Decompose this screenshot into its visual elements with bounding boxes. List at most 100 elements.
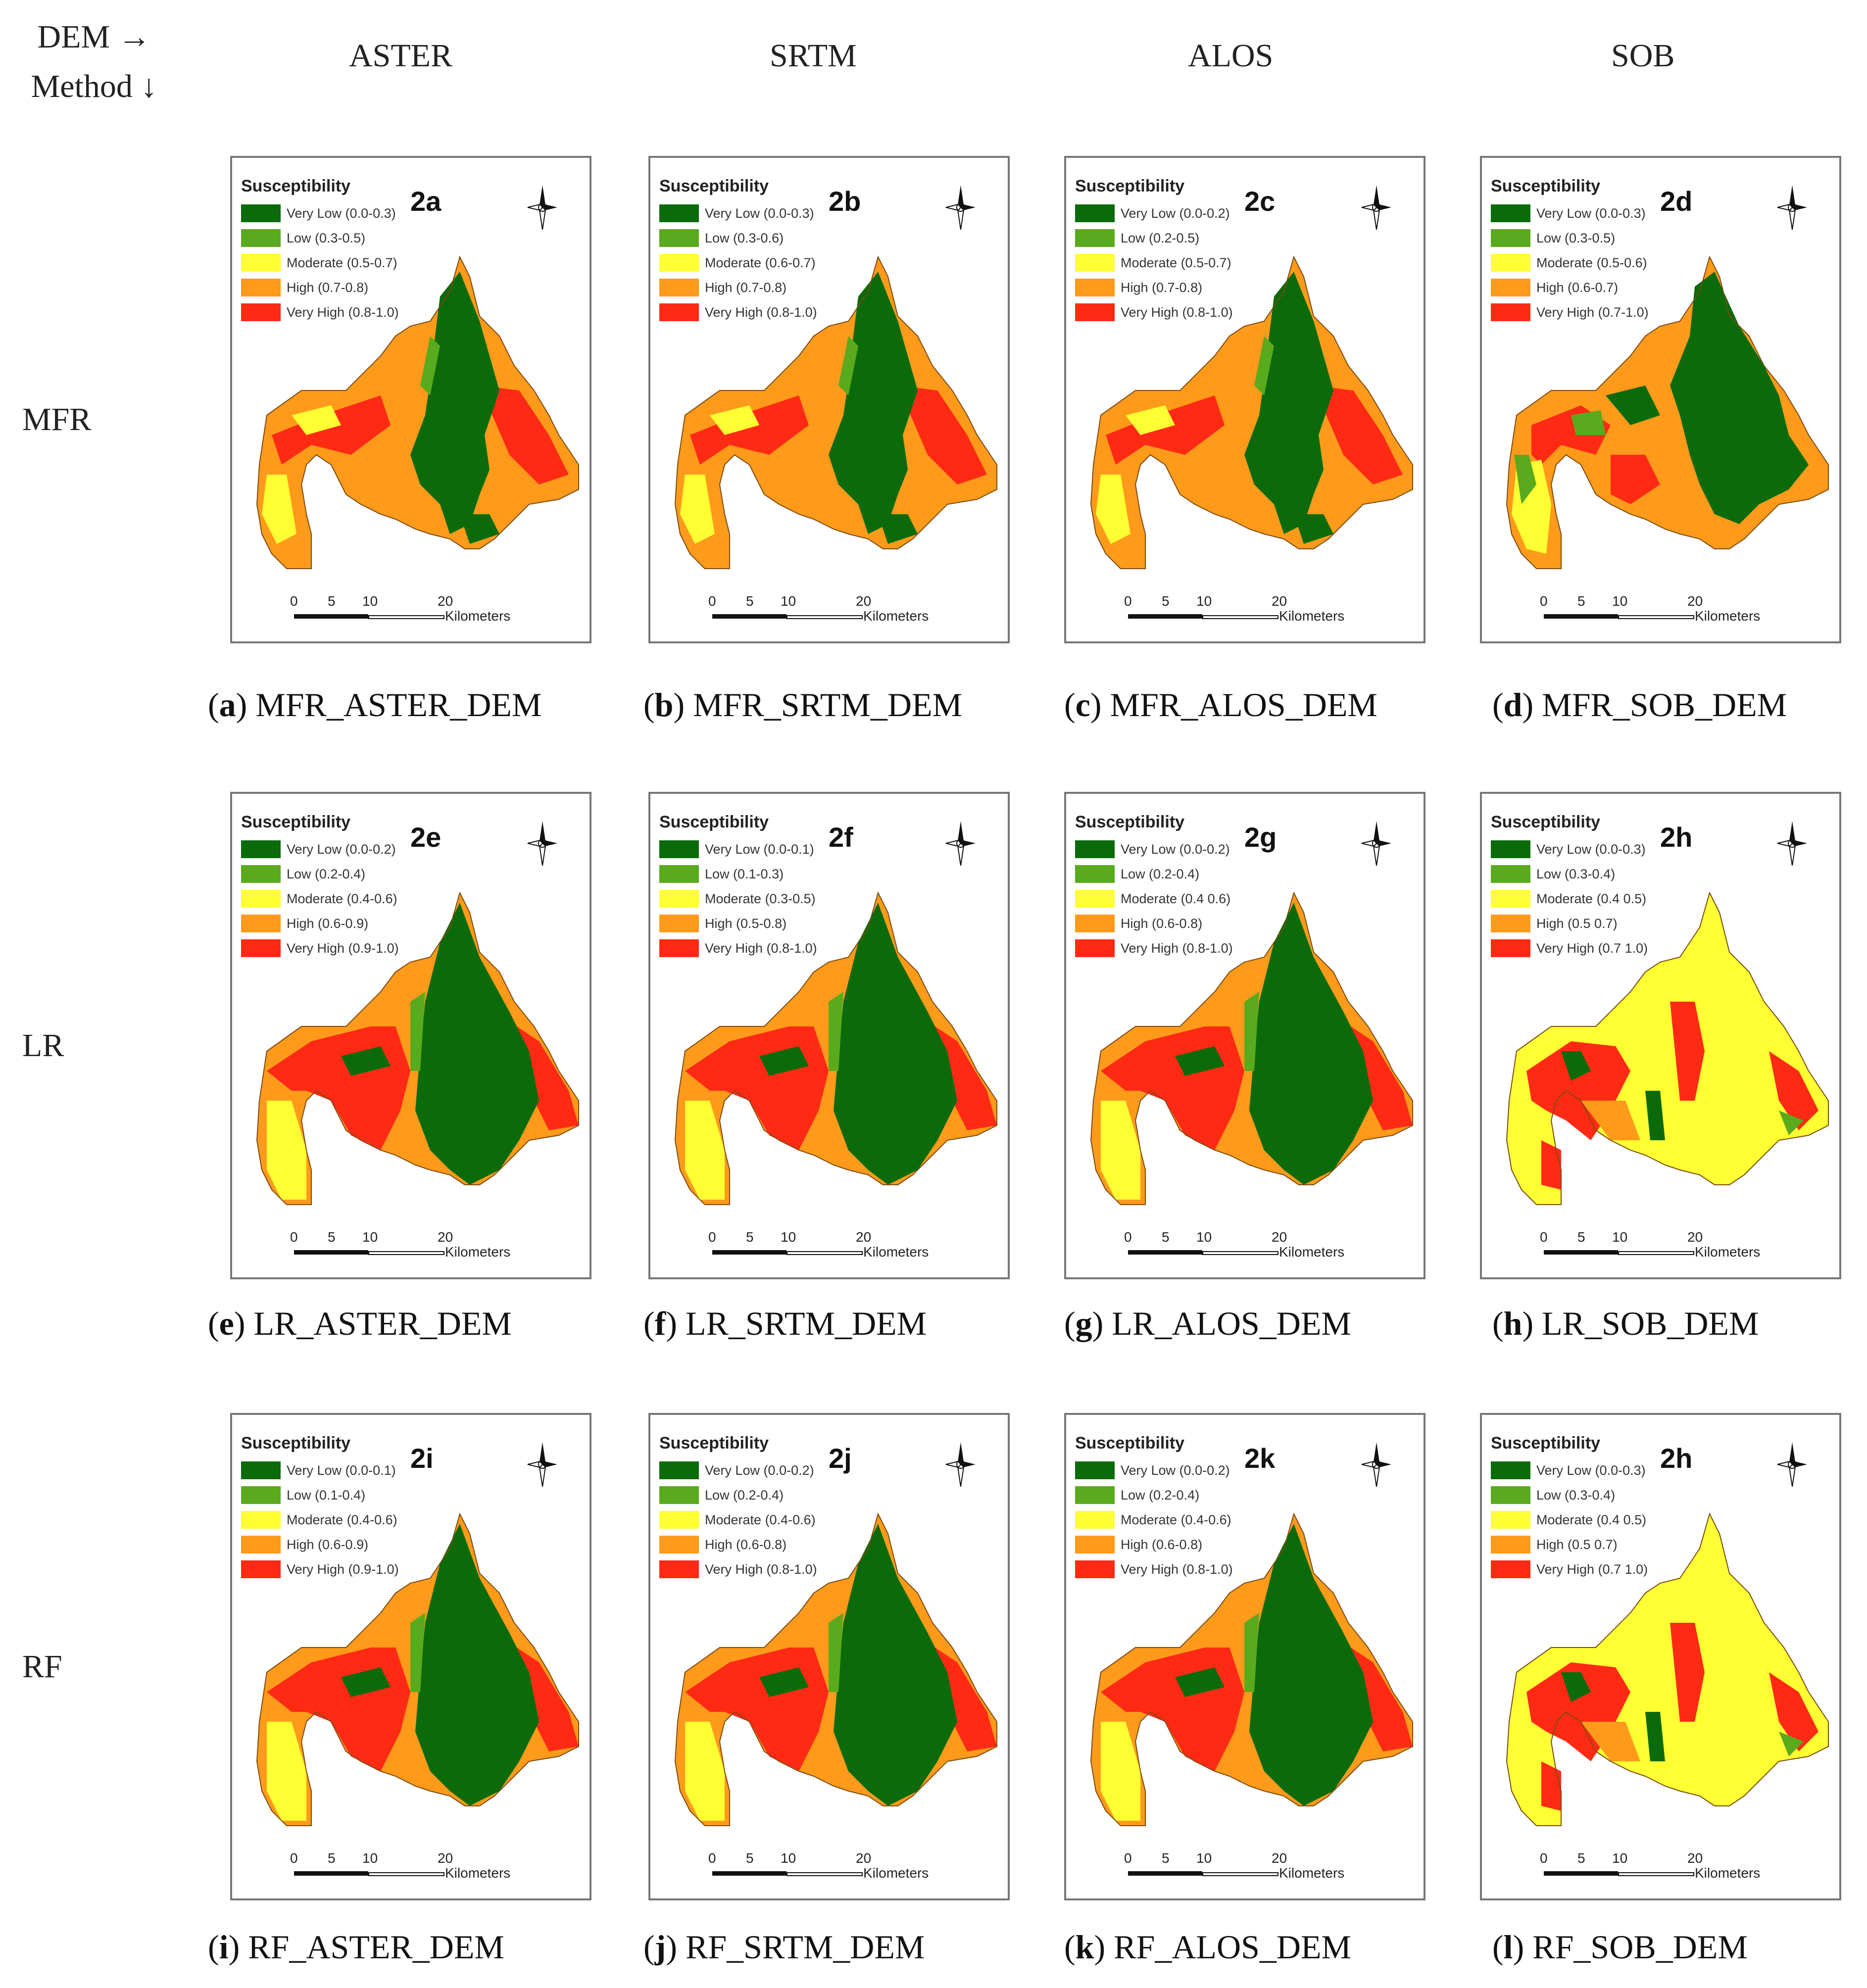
scale-bar-solid xyxy=(1544,1250,1618,1255)
north-arrow-icon xyxy=(1361,821,1391,866)
map-legend: Susceptibility Very Low (0.0-0.3) Low (0.3… xyxy=(1491,1434,1648,1582)
panel-caption-i: (i) RF_ASTER_DEM xyxy=(208,1928,504,1966)
panel-caption-a: (a) MFR_ASTER_DEM xyxy=(208,686,542,724)
caption-text: MFR_ALOS_DEM xyxy=(1110,686,1377,724)
zone-low xyxy=(420,336,440,395)
panel-tag: 2d xyxy=(1660,186,1693,217)
legend-row-very-high: Very High (0.8-1.0) xyxy=(659,936,817,961)
legend-row-very-low: Very Low (0.0-0.3) xyxy=(659,201,817,226)
map-panel-b: Susceptibility Very Low (0.0-0.3) Low (0.3… xyxy=(648,156,1010,643)
legend-row-moderate: Moderate (0.5-0.6) xyxy=(1491,250,1649,275)
zone-very-high xyxy=(898,386,987,485)
legend-row-low: Low (0.3-0.6) xyxy=(659,226,817,250)
scale-unit-label: Kilometers xyxy=(1695,1244,1761,1260)
legend-row-moderate: Moderate (0.4-0.6) xyxy=(241,886,399,911)
legend-label: Low (0.3-0.4) xyxy=(1536,866,1616,881)
zone-low xyxy=(1779,1111,1804,1135)
zone-very-low xyxy=(410,272,499,534)
column-header-srtm: SRTM xyxy=(770,38,857,74)
caption-letter: a xyxy=(219,686,236,724)
legend-label: Very Low (0.0-0.2) xyxy=(705,1462,814,1478)
legend-swatch xyxy=(1491,1560,1530,1578)
scale-tick-label: 20 xyxy=(856,1229,872,1245)
panel-caption-f: (f) LR_SRTM_DEM xyxy=(643,1305,927,1342)
zone-very-low xyxy=(1294,1761,1319,1801)
scale-bar-solid xyxy=(712,1871,786,1876)
north-arrow-icon xyxy=(945,185,976,230)
study-area-boundary xyxy=(1090,1512,1413,1826)
legend-title: Susceptibility xyxy=(1491,1434,1601,1453)
susceptibility-map xyxy=(1506,1512,1829,1826)
scale-bar-open xyxy=(1618,615,1694,619)
method-arrow-label: Method ↓ xyxy=(31,68,157,104)
legend-label: Very Low (0.0-0.3) xyxy=(705,205,814,221)
scale-tick-label: 0 xyxy=(1540,1850,1548,1866)
legend-swatch xyxy=(241,915,281,932)
legend-row-moderate: Moderate (0.4-0.6) xyxy=(1075,1507,1233,1532)
map-panel-j: Susceptibility Very Low (0.0-0.2) Low (0.2… xyxy=(648,1413,1010,1900)
susceptibility-map xyxy=(674,891,997,1205)
study-area-boundary xyxy=(674,255,997,569)
zone-high xyxy=(1581,1101,1640,1140)
legend-label: Very High (0.7 1.0) xyxy=(1536,940,1648,956)
legend-row-very-low: Very Low (0.0-0.2) xyxy=(1075,201,1233,226)
north-arrow-icon xyxy=(527,821,557,866)
legend-swatch xyxy=(1491,840,1530,858)
legend-swatch xyxy=(241,890,281,908)
row-label-rf: RF xyxy=(22,1649,62,1685)
legend-row-moderate: Moderate (0.6-0.7) xyxy=(659,250,817,275)
legend-swatch xyxy=(1491,279,1530,296)
panel-caption-c: (c) MFR_ALOS_DEM xyxy=(1064,686,1377,724)
legend-label: Very Low (0.0-0.3) xyxy=(1536,841,1646,857)
legend-row-low: Low (0.1-0.3) xyxy=(659,862,817,886)
zone-moderate xyxy=(1101,1101,1140,1200)
zone-very-high xyxy=(1611,455,1660,504)
zone-very-low xyxy=(1670,272,1809,524)
panel-caption-b: (b) MFR_SRTM_DEM xyxy=(643,686,962,724)
legend-label: Very High (0.8-1.0) xyxy=(705,940,817,956)
scale-bar-open xyxy=(1202,1251,1278,1255)
scale-unit-label: Kilometers xyxy=(1279,1865,1345,1881)
legend-title: Susceptibility xyxy=(1075,177,1185,195)
map-panel-e: Susceptibility Very Low (0.0-0.2) Low (0.2… xyxy=(230,792,591,1279)
scale-bar-solid xyxy=(1544,1871,1618,1876)
scale-tick-label: 10 xyxy=(1196,1229,1212,1245)
legend-row-low: Low (0.2-0.4) xyxy=(1075,1483,1233,1507)
scale-unit-label: Kilometers xyxy=(445,608,511,624)
caption-letter: e xyxy=(219,1305,234,1342)
scale-bar: 0 5 10 20 Kilometers xyxy=(708,1229,950,1274)
scale-tick-label: 0 xyxy=(290,1850,298,1866)
legend-label: High (0.6-0.8) xyxy=(1121,1537,1203,1552)
panel-tag: 2f xyxy=(829,822,853,853)
caption-letter: c xyxy=(1075,686,1090,724)
map-legend: Susceptibility Very Low (0.0-0.2) Low (0.2… xyxy=(1075,177,1233,325)
zone-very-low xyxy=(1175,1667,1225,1697)
legend-row-high: High (0.6-0.9) xyxy=(241,911,399,936)
scale-bar: 0 5 10 20 Kilometers xyxy=(1124,593,1366,638)
north-arrow-icon xyxy=(527,185,557,230)
scale-tick-label: 10 xyxy=(1612,593,1628,609)
scale-tick-label: 5 xyxy=(1577,593,1585,609)
scale-bar-open xyxy=(1202,1872,1278,1876)
legend-swatch xyxy=(241,279,281,296)
legend-swatch xyxy=(1075,303,1115,321)
legend-swatch xyxy=(1075,254,1115,272)
map-panel-l: Susceptibility Very Low (0.0-0.3) Low (0.3… xyxy=(1480,1413,1841,1900)
legend-swatch xyxy=(659,1486,699,1504)
scale-bar: 0 5 10 20 Kilometers xyxy=(1540,593,1781,638)
legend-swatch xyxy=(241,204,281,222)
zone-very-low xyxy=(1249,903,1373,1185)
legend-swatch xyxy=(659,1560,699,1578)
map-legend: Susceptibility Very Low (0.0-0.3) Low (0.3… xyxy=(241,177,399,325)
caption-text: LR_ASTER_DEM xyxy=(253,1305,512,1342)
study-area-boundary xyxy=(674,1512,997,1826)
zone-very-high xyxy=(1541,1761,1561,1811)
legend-swatch xyxy=(1491,1461,1530,1479)
caption-letter: b xyxy=(654,686,674,724)
legend-row-very-low: Very Low (0.0-0.2) xyxy=(1075,1458,1233,1483)
zone-moderate xyxy=(685,1101,725,1200)
legend-swatch xyxy=(241,840,281,858)
scale-unit-label: Kilometers xyxy=(863,608,929,624)
legend-row-high: High (0.6-0.9) xyxy=(241,1532,399,1557)
zone-very-high xyxy=(1670,1623,1705,1722)
